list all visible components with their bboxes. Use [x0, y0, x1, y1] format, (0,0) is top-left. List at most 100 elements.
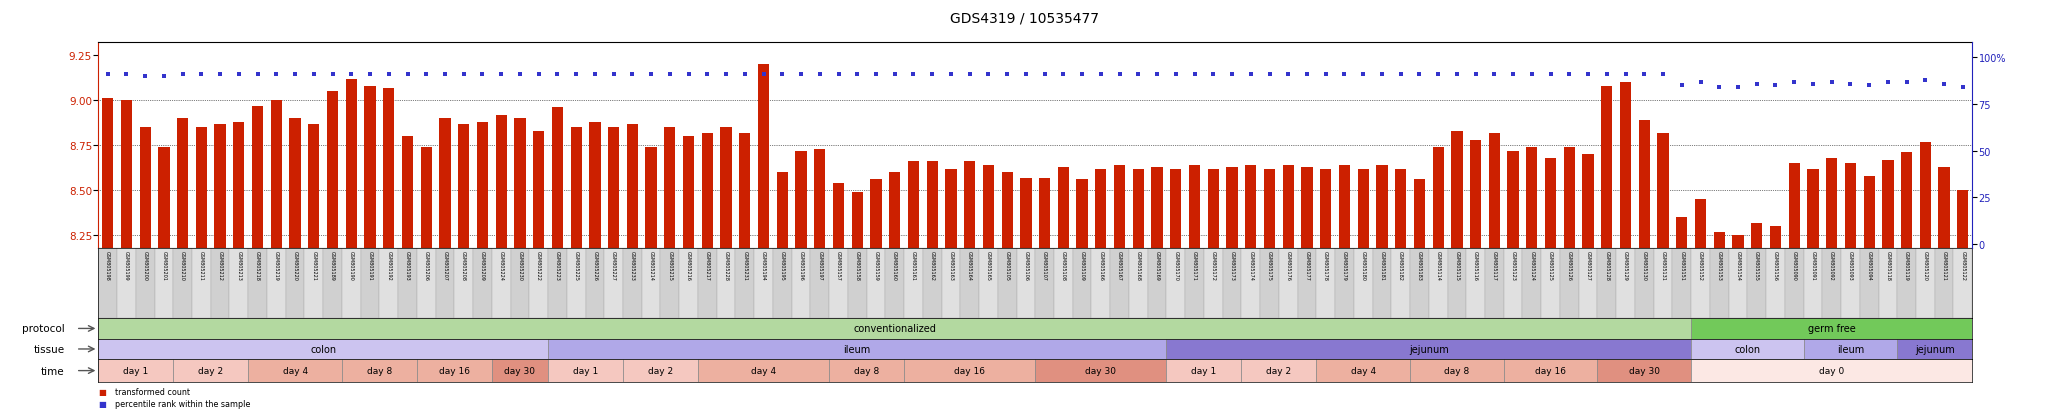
Bar [1806, 169, 1819, 248]
Bar [1864, 176, 1874, 248]
Bar [252, 106, 264, 248]
Text: GSM805182: GSM805182 [1399, 250, 1403, 280]
Bar [229, 248, 248, 318]
Bar [549, 248, 567, 318]
Bar [721, 128, 731, 248]
Point [616, 72, 649, 78]
Bar [365, 86, 375, 248]
Bar [815, 150, 825, 248]
Point [973, 72, 1006, 78]
Bar [1096, 169, 1106, 248]
Text: ■: ■ [98, 399, 106, 408]
Bar [549, 359, 623, 382]
Bar [1896, 339, 1972, 359]
Point [1290, 72, 1323, 78]
Point [1516, 72, 1548, 78]
Text: GSM805125: GSM805125 [1548, 250, 1552, 280]
Text: GSM805108: GSM805108 [1061, 250, 1065, 280]
Point [860, 72, 893, 78]
Text: GSM805129: GSM805129 [1624, 250, 1628, 280]
Bar [1372, 248, 1391, 318]
Bar [1692, 359, 1972, 382]
Point [1010, 72, 1042, 78]
Point [1909, 77, 1942, 84]
Bar [793, 248, 811, 318]
Point [297, 72, 330, 78]
Point [1235, 72, 1268, 78]
Text: GSM805194: GSM805194 [762, 250, 766, 280]
Bar [1765, 248, 1786, 318]
Point [522, 72, 555, 78]
Point [1796, 81, 1829, 88]
Text: germ free: germ free [1808, 324, 1855, 334]
Point [541, 72, 573, 78]
Bar [979, 248, 997, 318]
Point [1479, 72, 1511, 78]
Bar [1245, 166, 1255, 248]
Text: GSM805114: GSM805114 [1436, 250, 1440, 280]
Point [111, 72, 143, 78]
Bar [121, 101, 131, 248]
Text: GSM805233: GSM805233 [631, 250, 635, 280]
Text: GSM805217: GSM805217 [705, 250, 711, 280]
Point [1348, 72, 1380, 78]
Bar [623, 248, 641, 318]
Bar [477, 123, 487, 248]
Bar [1823, 248, 1841, 318]
Bar [1466, 248, 1485, 318]
Bar [889, 173, 901, 248]
Point [428, 72, 461, 78]
Bar [924, 248, 942, 318]
Point [129, 74, 162, 80]
Bar [1133, 169, 1145, 248]
Bar [1845, 164, 1855, 248]
Point [897, 72, 930, 78]
Point [1065, 72, 1098, 78]
Text: GSM805181: GSM805181 [1380, 250, 1384, 280]
Point [1178, 72, 1210, 78]
Bar [98, 248, 117, 318]
Point [1403, 72, 1436, 78]
Bar [1917, 248, 1935, 318]
Point [578, 72, 610, 78]
Text: GSM805160: GSM805160 [893, 250, 897, 280]
Bar [1167, 248, 1186, 318]
Bar [98, 359, 174, 382]
Bar [1939, 167, 1950, 248]
Point [729, 72, 762, 78]
Bar [174, 359, 248, 382]
Bar [852, 192, 862, 248]
Text: GSM805157: GSM805157 [836, 250, 842, 280]
Bar [397, 248, 418, 318]
Bar [1001, 173, 1014, 248]
Text: GSM805216: GSM805216 [686, 250, 690, 280]
Bar [1300, 167, 1313, 248]
Text: GSM805189: GSM805189 [330, 250, 336, 280]
Point [1665, 83, 1698, 90]
Bar [1452, 131, 1462, 248]
Bar [1298, 248, 1317, 318]
Bar [848, 248, 866, 318]
Point [1497, 72, 1530, 78]
Text: GSM805224: GSM805224 [500, 250, 504, 280]
Point [598, 72, 631, 78]
Text: GSM805227: GSM805227 [610, 250, 616, 280]
Text: GSM805115: GSM805115 [1454, 250, 1460, 280]
Text: GSM805162: GSM805162 [930, 250, 934, 280]
Bar [492, 248, 510, 318]
Bar [1485, 248, 1503, 318]
Bar [1935, 248, 1954, 318]
Bar [514, 119, 526, 248]
Text: GSM805163: GSM805163 [948, 250, 954, 280]
Bar [549, 339, 1167, 359]
Bar [1128, 248, 1147, 318]
Bar [1395, 169, 1407, 248]
Point [1571, 72, 1604, 78]
Bar [885, 248, 903, 318]
Text: GSM805200: GSM805200 [143, 250, 147, 280]
Text: GSM805105: GSM805105 [1006, 250, 1010, 280]
Point [1853, 83, 1886, 90]
Text: GSM805123: GSM805123 [1511, 250, 1516, 280]
Point [242, 72, 274, 78]
Bar [287, 248, 305, 318]
